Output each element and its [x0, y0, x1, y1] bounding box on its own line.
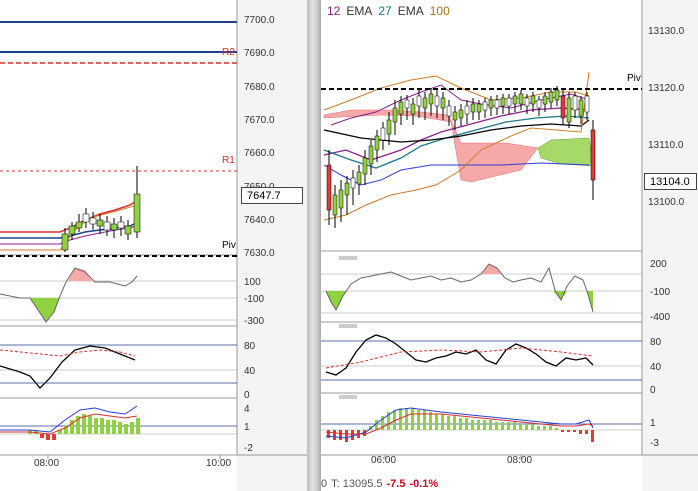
- legend-ema-label: EMA: [397, 4, 424, 18]
- ichimoku-cloud-bull: [537, 137, 594, 167]
- left-price-tick: 7640.0: [244, 215, 275, 226]
- right-macd-tick-2: -3: [650, 438, 659, 449]
- status-change: -7.5: [386, 478, 406, 490]
- right-chart-canvas[interactable]: Piv: [321, 0, 698, 491]
- left-macd-tick-2: 1: [244, 422, 250, 433]
- right-current-price-label: 13104.0: [644, 173, 697, 190]
- macd-signal-line: [0, 413, 138, 435]
- left-price-tick: 7630.0: [244, 248, 275, 259]
- stoch-k-line: [325, 334, 594, 376]
- macd-line: [0, 405, 138, 433]
- ichimoku-cloud-bear: [323, 109, 539, 183]
- stoch-k-line: [0, 345, 136, 389]
- left-stoch-tick-2: 40: [244, 366, 256, 377]
- ema-100-line: [323, 71, 590, 221]
- cci-positive-area: [68, 268, 92, 281]
- right-price-tick: 13120.0: [648, 83, 685, 94]
- cci-negative-area: [30, 298, 60, 322]
- left-cci-tick-3: -300: [244, 316, 264, 327]
- right-price-tick: 13110.0: [648, 140, 684, 151]
- piv-label: Piv: [222, 240, 236, 251]
- candlesticks[interactable]: [61, 166, 141, 252]
- piv-label: Piv: [627, 73, 641, 84]
- stoch-d-line: [325, 347, 594, 369]
- macd-histogram: [28, 414, 140, 440]
- indicator-legend[interactable]: 12 EMA 27 EMA 100: [327, 4, 456, 18]
- left-stoch-tick-1: 80: [244, 341, 256, 352]
- cci-line: [0, 267, 138, 323]
- left-chart-canvas[interactable]: R2 R1 Piv 100 -100 -300: [0, 0, 307, 491]
- left-price-tick: 7670.0: [244, 115, 275, 126]
- legend-ema27-period: 27: [378, 4, 392, 18]
- left-cci-tick-1: 100: [244, 277, 261, 288]
- left-time-tick-1: 08:00: [34, 458, 59, 469]
- legend-ema12-period: 12: [327, 4, 341, 18]
- left-price-tick: 7690.0: [244, 48, 275, 59]
- cci-line: [325, 263, 594, 313]
- stoch-d-line: [0, 349, 136, 357]
- r1-label: R1: [222, 155, 235, 166]
- right-stoch-tick-2: 40: [650, 362, 662, 373]
- left-cci-tick-2: -100: [244, 294, 264, 305]
- right-cci-tick-2: -100: [650, 287, 670, 298]
- right-cci-tick-1: 200: [650, 259, 667, 270]
- macd-line: [325, 407, 594, 439]
- right-stoch-tick-3: 0: [650, 385, 656, 396]
- left-price-axis[interactable]: [237, 0, 307, 491]
- candlesticks[interactable]: [326, 86, 596, 228]
- ema-12-line: [323, 107, 590, 161]
- right-price-ticks: 13130.0 13120.0 13110.0 13100.0: [648, 26, 685, 208]
- left-current-price-label: 7647.7: [241, 187, 303, 204]
- right-price-axis[interactable]: [642, 0, 698, 491]
- cci-negative-area: [326, 291, 347, 310]
- legend-ema100-period: 100: [429, 4, 450, 18]
- window-splitter[interactable]: [307, 0, 321, 491]
- right-price-tick: 13100.0: [648, 197, 685, 208]
- left-stoch-tick-3: 0: [244, 390, 250, 401]
- macd-signal-line: [325, 413, 594, 435]
- right-price-tick: 13130.0: [648, 26, 685, 37]
- right-time-tick-2: 08:00: [507, 455, 532, 466]
- cci-positive-area: [481, 264, 501, 274]
- left-price-tick: 7660.0: [244, 148, 275, 159]
- right-macd-tick-1: 1: [650, 418, 656, 429]
- right-cci-tick-3: -400: [650, 312, 670, 323]
- legend-ema-label: EMA: [346, 4, 373, 18]
- left-chart-window[interactable]: R2 R1 Piv 100 -100 -300: [0, 0, 307, 491]
- left-macd-tick-3: -2: [244, 443, 253, 454]
- right-stoch-tick-1: 80: [650, 337, 662, 348]
- left-macd-tick-1: 4: [244, 404, 250, 415]
- status-bar: 0 T: 13095.5 -7.5 -0.1%: [321, 478, 442, 490]
- tenkan-line: [330, 84, 590, 126]
- status-prefix: 0: [321, 478, 328, 490]
- status-last-price: T: 13095.5: [331, 478, 383, 490]
- right-chart-window[interactable]: Piv: [321, 0, 698, 491]
- r2-label: R2: [222, 47, 235, 58]
- left-price-tick: 7680.0: [244, 82, 275, 93]
- left-time-tick-2: 10:00: [206, 458, 231, 469]
- left-price-tick: 7700.0: [244, 15, 275, 26]
- status-change-percent: -0.1%: [409, 478, 439, 490]
- right-time-tick-1: 06:00: [371, 455, 396, 466]
